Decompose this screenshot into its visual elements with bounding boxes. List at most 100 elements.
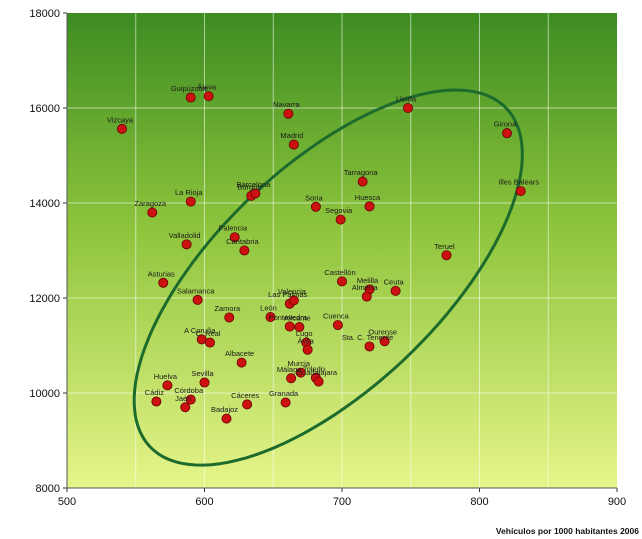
data-label: Murcia	[287, 359, 310, 368]
data-label: Guadalajara	[296, 368, 338, 377]
data-label: Navarra	[273, 100, 301, 109]
x-tick-label: 800	[470, 496, 488, 508]
x-tick-label: 500	[58, 496, 76, 508]
data-point	[283, 108, 294, 119]
x-tick-label: 900	[608, 496, 626, 508]
data-label: Tarragona	[344, 168, 379, 177]
data-point	[204, 337, 215, 348]
data-label: Álava	[197, 83, 217, 92]
data-point	[239, 245, 250, 256]
y-tick-label: 18000	[29, 8, 60, 20]
data-label: Castellón	[324, 268, 355, 277]
data-label: Málaga	[277, 365, 302, 374]
data-point	[185, 196, 196, 207]
data-point	[302, 344, 313, 355]
data-point	[310, 201, 321, 212]
data-point	[147, 207, 158, 218]
data-label: Asturias	[148, 269, 175, 278]
data-label: Huelva	[154, 372, 178, 381]
data-label: Lugo	[296, 329, 313, 338]
data-point	[162, 380, 173, 391]
data-point	[313, 376, 324, 387]
data-label: Cantabria	[226, 237, 259, 246]
data-point	[402, 103, 413, 114]
data-point	[357, 176, 368, 187]
data-label: Pontevedra	[269, 313, 308, 322]
data-point	[286, 373, 297, 384]
data-points	[117, 91, 526, 424]
data-label: Lleida	[396, 95, 417, 104]
data-label: Ceuta	[384, 277, 405, 286]
data-label: Sta. C. Tenerife	[342, 333, 394, 342]
data-label: Cádiz	[145, 388, 164, 397]
data-point	[158, 277, 169, 288]
data-point	[180, 402, 191, 413]
data-point	[361, 291, 372, 302]
data-point	[332, 320, 343, 331]
data-label: Barcelona	[236, 180, 271, 189]
data-label: Zaragoza	[134, 199, 167, 208]
data-label: Madrid	[280, 131, 303, 140]
data-label: A Coruña	[184, 326, 216, 335]
data-label: La Rioja	[175, 188, 203, 197]
data-label: Las Palmas	[268, 290, 307, 299]
data-label: Ourense	[368, 328, 397, 337]
data-point	[117, 123, 128, 134]
y-tick-label: 10000	[29, 388, 60, 400]
data-label: Melilla	[357, 276, 379, 285]
data-point	[192, 294, 203, 305]
data-point	[229, 232, 240, 243]
data-label: Teruel	[434, 242, 455, 251]
data-point	[441, 250, 452, 261]
data-label: Cáceres	[231, 391, 259, 400]
data-label: Jaén	[175, 394, 191, 403]
data-label: Granada	[269, 389, 299, 398]
data-point	[221, 413, 232, 424]
data-label: Alicante	[284, 313, 311, 322]
data-label: Guipúzcoa	[171, 84, 208, 93]
y-tick-label: 14000	[29, 198, 60, 210]
data-point	[242, 399, 253, 410]
y-tick-label: 8000	[36, 483, 60, 495]
data-label: Girona	[494, 120, 517, 129]
data-point	[501, 128, 512, 139]
data-label: Ávila	[297, 336, 314, 345]
data-label: Almería	[352, 283, 379, 292]
x-axis-label: Vehículos por 1000 habitantes 2006	[496, 526, 639, 536]
data-point	[515, 186, 526, 197]
data-label: Badajoz	[211, 405, 238, 414]
data-point	[335, 214, 346, 225]
data-point	[181, 239, 192, 250]
data-point	[236, 357, 247, 368]
data-point	[151, 396, 162, 407]
data-label: Soria	[305, 193, 323, 202]
data-point	[294, 321, 305, 332]
data-label: Valladolid	[169, 231, 201, 240]
data-label: Palencia	[218, 224, 248, 233]
data-point	[364, 341, 375, 352]
data-point	[295, 367, 306, 378]
data-point	[224, 312, 235, 323]
data-label: Valencia	[278, 287, 307, 296]
data-point	[265, 311, 276, 322]
data-label: Cuenca	[323, 312, 350, 321]
data-label: C. Real	[195, 329, 220, 338]
data-label: Illes Balears	[498, 178, 539, 187]
data-point	[203, 91, 214, 102]
x-tick-label: 600	[195, 496, 213, 508]
data-point	[364, 201, 375, 212]
data-label: Burgos	[237, 182, 261, 191]
data-label: Córdoba	[174, 386, 204, 395]
data-point	[288, 295, 299, 306]
data-label: Sevilla	[191, 369, 214, 378]
data-point	[336, 276, 347, 287]
y-tick-label: 16000	[29, 103, 60, 115]
data-label: Zamora	[214, 304, 241, 313]
data-point	[185, 92, 196, 103]
data-point	[379, 336, 390, 347]
data-label: Salamanca	[177, 286, 215, 295]
y-tick-label: 12000	[29, 293, 60, 305]
data-point	[288, 139, 299, 150]
